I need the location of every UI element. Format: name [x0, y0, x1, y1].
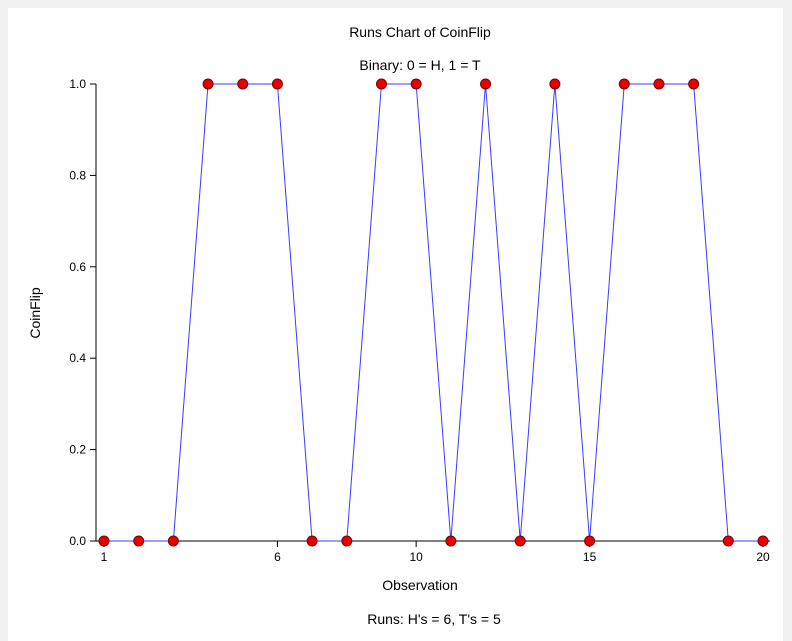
x-axis-label: Observation: [382, 577, 457, 593]
data-point: [341, 535, 353, 547]
data-point: [688, 78, 700, 90]
series-line: [104, 83, 763, 542]
plot-area: 0.0 0.2 0.4 0.6 0.8 1.0 1 6 10 15 20: [69, 77, 770, 564]
data-point: [618, 78, 630, 90]
data-point: [133, 535, 145, 547]
data-point: [167, 535, 179, 547]
data-point: [722, 535, 734, 547]
data-point: [757, 535, 769, 547]
x-tick-label: 20: [756, 550, 770, 564]
data-point: [480, 78, 492, 90]
y-tick-label: 0.4: [69, 351, 86, 365]
data-point: [410, 78, 422, 90]
x-tick-label: 10: [409, 550, 423, 564]
data-point: [514, 535, 526, 547]
data-point: [653, 78, 665, 90]
runs-summary: Runs: H's = 6, T's = 5: [367, 611, 501, 627]
y-tick-label: 0.2: [69, 443, 86, 457]
data-point: [306, 535, 318, 547]
chart-title: Runs Chart of CoinFlip: [349, 24, 491, 40]
data-point: [375, 78, 387, 90]
data-point: [271, 78, 283, 90]
chart-panel: Runs Chart of CoinFlip Binary: 0 = H, 1 …: [8, 8, 783, 641]
runs-chart: Runs Chart of CoinFlip Binary: 0 = H, 1 …: [27, 24, 770, 627]
x-tick-label: 15: [583, 550, 597, 564]
data-point: [98, 535, 110, 547]
chart-subtitle: Binary: 0 = H, 1 = T: [359, 57, 481, 73]
y-axis-label: CoinFlip: [27, 287, 43, 339]
y-tick-label: 0.0: [69, 534, 86, 548]
data-point: [584, 535, 596, 547]
data-point: [237, 78, 249, 90]
y-tick-label: 0.8: [69, 168, 86, 182]
data-point: [445, 535, 457, 547]
x-tick-label: 1: [101, 550, 108, 564]
y-tick-label: 1.0: [69, 77, 86, 91]
x-tick-label: 6: [274, 550, 281, 564]
data-point: [202, 78, 214, 90]
data-point: [549, 78, 561, 90]
y-tick-label: 0.6: [69, 260, 86, 274]
